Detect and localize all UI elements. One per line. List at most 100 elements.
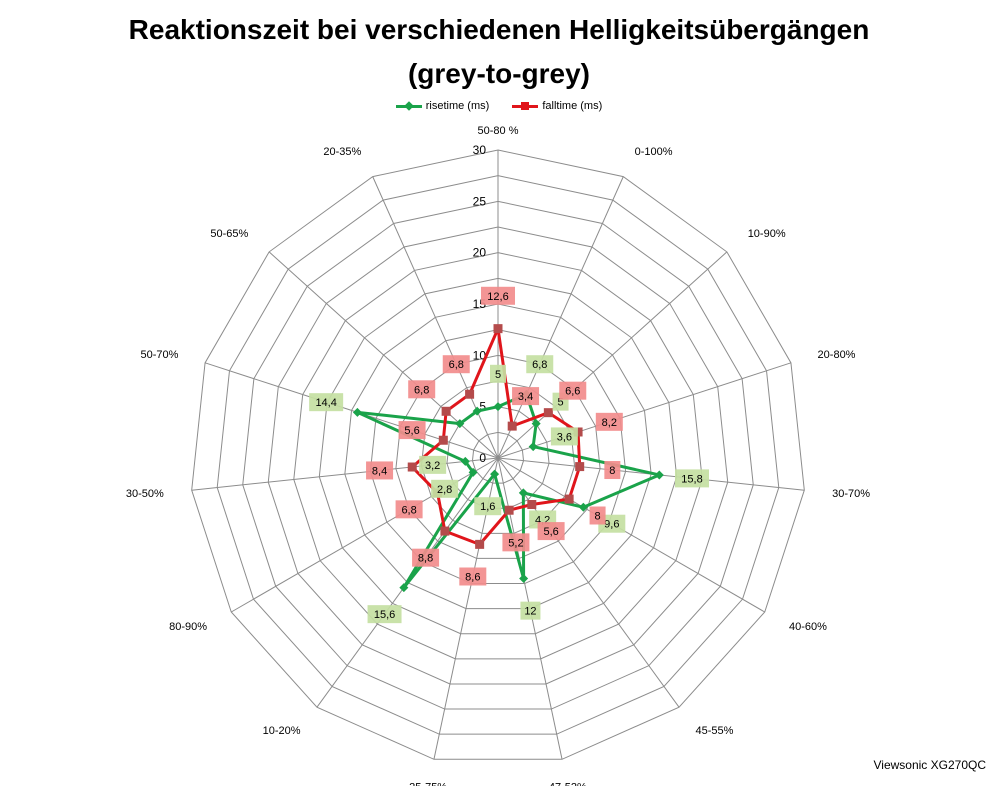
fall-data-label: 6,8 — [401, 504, 416, 516]
fall-data-label-bg — [412, 548, 440, 567]
legend-label-fall: falltime (ms) — [542, 100, 603, 112]
fall-point-marker — [543, 408, 553, 418]
category-label: 25-75% — [409, 782, 447, 786]
fall-series-line — [410, 327, 582, 546]
fall-data-label-bg — [537, 522, 565, 541]
rise-data-label-bg — [419, 455, 447, 474]
rise-data-label: 6,8 — [532, 359, 547, 371]
grid-ring — [344, 303, 652, 610]
rise-data-label: 14,4 — [315, 397, 336, 409]
rise-point-marker — [460, 456, 470, 466]
rise-data-label: 12 — [524, 606, 536, 618]
rise-data-label: 3,2 — [425, 460, 440, 472]
axis-tick-label: 25 — [473, 194, 487, 208]
fall-data-label: 5,6 — [543, 526, 558, 538]
fall-data-label: 8 — [595, 510, 601, 522]
rise-point-marker — [654, 470, 664, 480]
chart-title: Reaktionszeit bei verschiedenen Helligke… — [128, 14, 870, 89]
fall-data-label: 6,6 — [565, 386, 580, 398]
fall-data-label: 6,8 — [449, 359, 464, 371]
fall-point-marker — [465, 389, 475, 399]
rise-data-label-bg — [674, 469, 709, 488]
fall-point-marker — [564, 494, 574, 504]
fall-point-marker — [527, 500, 537, 510]
grid-ring — [395, 354, 601, 559]
category-label: 80-90% — [169, 621, 207, 633]
rise-data-label-bg — [526, 355, 554, 374]
rise-data-label-bg — [490, 364, 506, 383]
fall-point-marker — [475, 539, 485, 549]
fall-data-label: 3,4 — [518, 391, 533, 403]
fall-data-label-bg — [395, 500, 423, 519]
grid-spoke — [191, 457, 499, 491]
rise-data-label: 2,8 — [437, 484, 452, 496]
grid-ring — [191, 149, 805, 760]
fall-point-marker — [575, 462, 585, 472]
category-label: 50-70% — [141, 349, 179, 361]
legend: risetime (ms) falltime (ms) — [0, 100, 998, 114]
rise-data-label-bg — [550, 427, 578, 446]
grid-ring — [369, 329, 627, 585]
fall-data-label-bg — [408, 380, 436, 399]
rise-data-label: 9,6 — [604, 519, 619, 531]
category-label: 10-20% — [263, 725, 301, 737]
grid-spoke — [497, 176, 624, 459]
rise-series-swatch — [395, 101, 422, 111]
fall-point-marker — [493, 324, 503, 334]
fall-data-label-bg — [595, 412, 623, 431]
grid-ring — [293, 252, 703, 660]
fall-point-marker — [440, 526, 450, 536]
axis-tick-label: 30 — [473, 143, 487, 157]
fall-data-label-bg — [589, 506, 606, 525]
fall-data-label: 8,2 — [602, 417, 617, 429]
grid-spoke — [497, 362, 792, 459]
category-label: 47-52% — [549, 782, 587, 786]
grid-ring — [242, 200, 754, 710]
fall-data-label-bg — [512, 387, 540, 406]
fall-data-label: 8,6 — [465, 571, 480, 583]
fall-point-marker — [407, 462, 417, 472]
rise-point-marker — [493, 402, 503, 412]
rise-data-label: 15,6 — [374, 609, 395, 621]
rise-data-label-bg — [309, 393, 344, 412]
fall-point-marker — [504, 505, 514, 515]
rise-data-label: 15,8 — [681, 473, 702, 485]
fall-point-marker — [507, 421, 517, 431]
category-label: 50-80 % — [478, 125, 519, 137]
axis-tick-label: 10 — [473, 348, 487, 362]
fall-series-swatch — [512, 101, 539, 111]
rise-data-label: 1,6 — [480, 501, 495, 513]
fall-data-label-bg — [398, 421, 426, 440]
fall-point-marker — [441, 406, 451, 416]
rise-point-marker — [531, 419, 541, 429]
category-label: 20-35% — [323, 146, 361, 158]
rise-point-marker — [455, 419, 465, 429]
legend-item-rise: risetime (ms) — [395, 100, 489, 112]
fall-data-label: 12,6 — [487, 291, 508, 303]
rise-point-marker — [472, 406, 482, 416]
fall-data-label-bg — [459, 567, 487, 586]
fall-data-label-bg — [559, 381, 587, 400]
fall-data-label-bg — [442, 355, 470, 374]
rise-point-marker — [490, 469, 500, 479]
grid-spoke — [268, 251, 499, 459]
fall-data-label: 8,4 — [372, 465, 387, 477]
rise-point-marker — [518, 488, 528, 498]
category-label: 45-55% — [695, 725, 733, 737]
fall-data-label-bg — [366, 461, 394, 480]
grid-spoke — [497, 457, 680, 708]
rise-point-marker — [519, 574, 529, 584]
fall-point-marker — [573, 427, 583, 437]
rise-point-marker — [352, 407, 362, 417]
legend-item-fall: falltime (ms) — [512, 100, 602, 112]
rise-data-label-bg — [431, 479, 459, 498]
rise-data-label: 3,6 — [557, 431, 572, 443]
rise-data-label: 5 — [558, 397, 564, 409]
footer-label: Viewsonic XG270QC — [873, 758, 987, 772]
grid-ring — [318, 277, 678, 635]
grid-ring — [216, 175, 780, 735]
axis-tick-label: 5 — [479, 400, 486, 414]
category-label: 50-65% — [210, 228, 248, 240]
axis-tick-label: 0 — [479, 451, 486, 465]
